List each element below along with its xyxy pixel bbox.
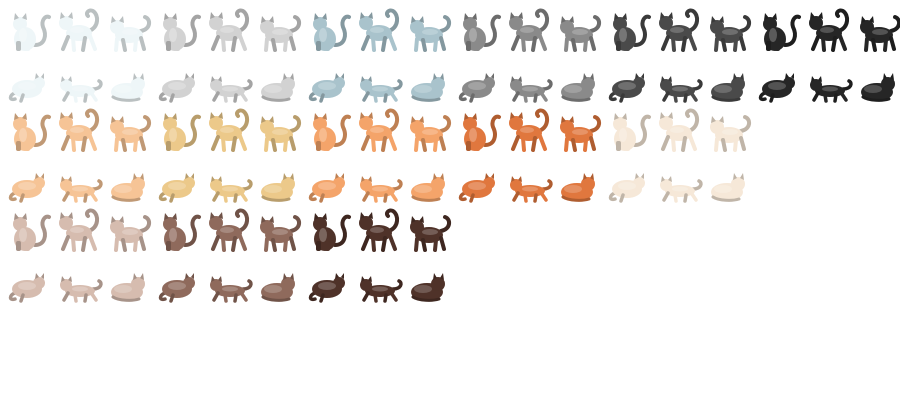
cat-sprite-gray-lying-1 (455, 55, 505, 105)
cat-sprite-pale-ginger-lying-3 (105, 155, 155, 205)
cat-sprite-dark-brown-upright-1 (305, 205, 355, 255)
cat-sprite-ginger-lying-2 (355, 155, 405, 205)
cat-sprite-black-upright-1 (755, 5, 805, 55)
cat-sprite-dark-gray-upright-1 (605, 5, 655, 55)
cat-sprite-cream-gold-upright-3 (255, 105, 305, 155)
cat-sprite-dark-brown-lying-3 (405, 255, 455, 305)
cat-sprite-ginger-upright-1 (305, 105, 355, 155)
cat-sprite-brown-lying-3 (255, 255, 305, 305)
cat-sprite-red-ginger-lying-2 (505, 155, 555, 205)
cat-sprite-cream-gold-lying-3 (255, 155, 305, 205)
cat-sprite-gray-upright-1 (455, 5, 505, 55)
cat-sprite-light-gray-upright-3 (255, 5, 305, 55)
cat-sprite-black-upright-3 (855, 5, 900, 55)
cat-sprite-dark-gray-lying-3 (705, 55, 755, 105)
cat-sprite-pale-ginger-upright-1 (5, 105, 55, 155)
cat-sprite-blue-gray-lying-3 (405, 55, 455, 105)
cat-sprite-cream-upright-2 (655, 105, 705, 155)
cat-sprite-dark-brown-upright-2 (355, 205, 405, 255)
cat-sprite-dark-brown-upright-3 (405, 205, 455, 255)
cat-sprite-cream-lying-2 (655, 155, 705, 205)
cat-sprite-light-gray-lying-3 (255, 55, 305, 105)
cat-sprite-red-ginger-upright-3 (555, 105, 605, 155)
cat-sprite-dark-brown-lying-1 (305, 255, 355, 305)
cat-sprite-ginger-upright-3 (405, 105, 455, 155)
cat-sprite-black-lying-1 (755, 55, 805, 105)
cat-sprite-dark-gray-lying-2 (655, 55, 705, 105)
cat-sprite-black-lying-2 (805, 55, 855, 105)
cat-sprite-dark-gray-upright-3 (705, 5, 755, 55)
cat-sprite-pale-ginger-lying-2 (55, 155, 105, 205)
cat-sprite-cream-gold-upright-1 (155, 105, 205, 155)
cat-sprite-red-ginger-lying-3 (555, 155, 605, 205)
cat-sprite-light-gray-upright-1 (155, 5, 205, 55)
cat-sprite-pale-ginger-lying-1 (5, 155, 55, 205)
cat-sprite-white-upright-1 (5, 5, 55, 55)
cat-sprite-light-gray-lying-2 (205, 55, 255, 105)
cat-sprite-ginger-lying-1 (305, 155, 355, 205)
cat-sprite-black-lying-3 (855, 55, 900, 105)
cat-sprite-gray-upright-2 (505, 5, 555, 55)
cat-sprite-cream-gold-lying-1 (155, 155, 205, 205)
cat-sprite-pale-ginger-upright-3 (105, 105, 155, 155)
cat-sprite-white-lying-1 (5, 55, 55, 105)
cat-sprite-gray-lying-2 (505, 55, 555, 105)
cat-sprite-gray-lying-3 (555, 55, 605, 105)
cat-sprite-black-upright-2 (805, 5, 855, 55)
cat-sprite-fawn-lying-3 (105, 255, 155, 305)
cat-sprite-cream-lying-1 (605, 155, 655, 205)
cat-sprite-cream-lying-3 (705, 155, 755, 205)
cat-sprite-blue-gray-lying-1 (305, 55, 355, 105)
cat-sprite-fawn-upright-1 (5, 205, 55, 255)
cat-sprite-brown-upright-1 (155, 205, 205, 255)
cat-sprite-light-gray-upright-2 (205, 5, 255, 55)
cat-sprite-white-upright-2 (55, 5, 105, 55)
cat-sprite-dark-gray-upright-2 (655, 5, 705, 55)
cat-sprite-red-ginger-upright-1 (455, 105, 505, 155)
cat-sprite-blue-gray-upright-3 (405, 5, 455, 55)
cat-sprite-gray-upright-3 (555, 5, 605, 55)
cat-sprite-cream-upright-3 (705, 105, 755, 155)
cat-sprite-white-lying-3 (105, 55, 155, 105)
cat-sprite-white-upright-3 (105, 5, 155, 55)
cat-sprite-fawn-upright-3 (105, 205, 155, 255)
cat-sprite-pale-ginger-upright-2 (55, 105, 105, 155)
cat-sprite-brown-upright-2 (205, 205, 255, 255)
cat-sprite-ginger-lying-3 (405, 155, 455, 205)
cat-sprite-dark-brown-lying-2 (355, 255, 405, 305)
cat-sprite-ginger-upright-2 (355, 105, 405, 155)
cat-sprite-red-ginger-lying-1 (455, 155, 505, 205)
cat-sprite-cream-upright-1 (605, 105, 655, 155)
cat-sprite-white-lying-2 (55, 55, 105, 105)
cat-sprite-dark-gray-lying-1 (605, 55, 655, 105)
cat-sprite-blue-gray-upright-2 (355, 5, 405, 55)
cat-sprite-red-ginger-upright-2 (505, 105, 555, 155)
cat-sprite-blue-gray-lying-2 (355, 55, 405, 105)
cat-sprite-fawn-upright-2 (55, 205, 105, 255)
cat-sprite-light-gray-lying-1 (155, 55, 205, 105)
cat-sprite-brown-lying-2 (205, 255, 255, 305)
cat-sprite-blue-gray-upright-1 (305, 5, 355, 55)
cat-sprite-brown-lying-1 (155, 255, 205, 305)
cat-sprite-brown-upright-3 (255, 205, 305, 255)
cat-sprite-cream-gold-upright-2 (205, 105, 255, 155)
cat-sprite-fawn-lying-1 (5, 255, 55, 305)
cat-sprite-cream-gold-lying-2 (205, 155, 255, 205)
cat-sprite-fawn-lying-2 (55, 255, 105, 305)
